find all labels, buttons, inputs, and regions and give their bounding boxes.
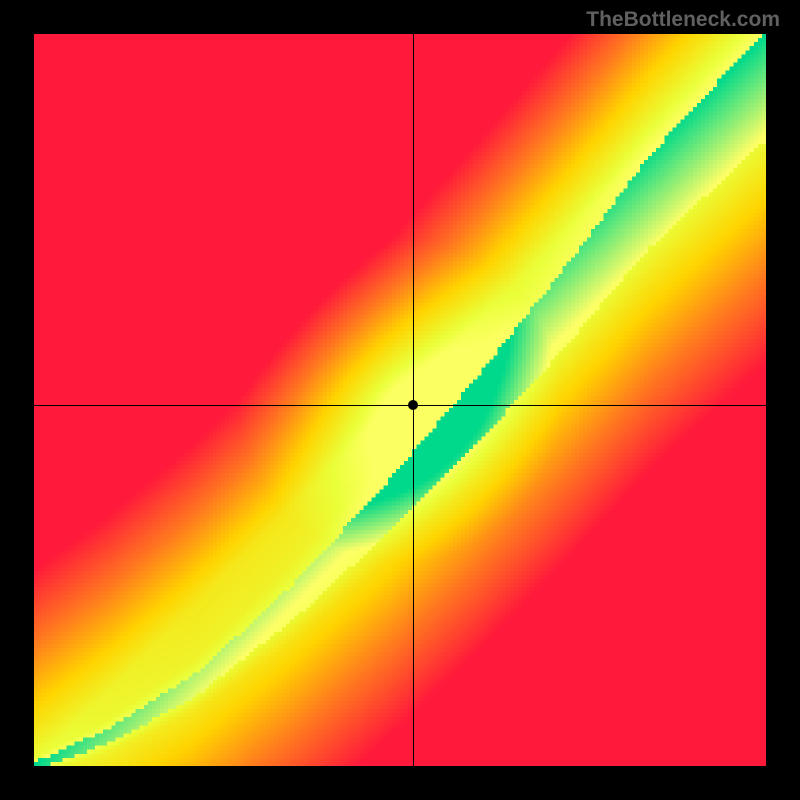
figure-container: TheBottleneck.com — [0, 0, 800, 800]
bottleneck-heatmap — [34, 34, 766, 766]
crosshair-marker — [408, 400, 418, 410]
crosshair-horizontal — [34, 405, 766, 406]
plot-area — [34, 34, 766, 766]
attribution-text: TheBottleneck.com — [586, 8, 780, 32]
